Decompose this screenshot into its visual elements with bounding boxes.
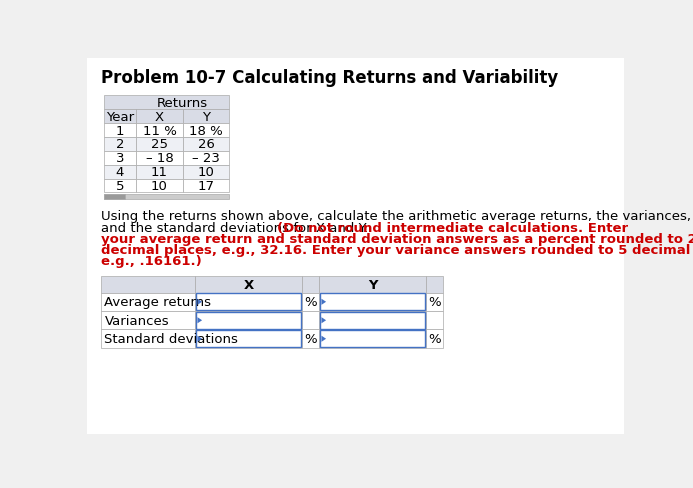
Text: Year: Year (106, 110, 134, 123)
Text: Standard deviations: Standard deviations (105, 332, 238, 346)
Bar (104, 152, 137, 165)
Bar (137, 124, 183, 138)
Bar (104, 179, 137, 193)
Text: Y: Y (368, 278, 378, 291)
Bar (302, 311, 319, 330)
Text: X: X (155, 110, 164, 123)
Text: Variances: Variances (105, 314, 169, 327)
Bar (100, 293, 195, 311)
Bar (104, 195, 125, 200)
Bar (196, 330, 301, 347)
Bar (302, 276, 319, 293)
Text: 4: 4 (116, 166, 124, 179)
Text: – 23: – 23 (192, 152, 220, 165)
Text: 1: 1 (116, 124, 124, 137)
Bar (104, 138, 137, 152)
Bar (426, 311, 443, 330)
Bar (195, 293, 302, 311)
Bar (137, 179, 183, 193)
Text: Using the returns shown above, calculate the arithmetic average returns, the var: Using the returns shown above, calculate… (100, 210, 691, 223)
Text: Returns: Returns (157, 97, 209, 110)
Text: (Do not round intermediate calculations. Enter: (Do not round intermediate calculations.… (277, 221, 629, 234)
Bar (319, 276, 426, 293)
Polygon shape (322, 299, 326, 305)
Text: 17: 17 (198, 180, 214, 193)
Bar (183, 179, 229, 193)
Bar (137, 165, 183, 179)
Bar (426, 276, 443, 293)
Text: 5: 5 (116, 180, 124, 193)
Polygon shape (322, 318, 326, 324)
Bar (319, 330, 426, 348)
Bar (426, 293, 443, 311)
Bar (104, 124, 137, 138)
Text: X: X (243, 278, 254, 291)
Text: 11: 11 (151, 166, 168, 179)
Text: 11 %: 11 % (143, 124, 177, 137)
Bar (320, 312, 426, 329)
Text: Problem 10-7 Calculating Returns and Variability: Problem 10-7 Calculating Returns and Var… (100, 68, 558, 86)
Text: %: % (304, 332, 317, 346)
Bar (183, 165, 229, 179)
Text: %: % (428, 332, 441, 346)
Text: Y: Y (202, 110, 210, 123)
Polygon shape (322, 336, 326, 342)
Text: 10: 10 (151, 180, 168, 193)
Bar (195, 311, 302, 330)
Text: 18 %: 18 % (189, 124, 223, 137)
Text: – 18: – 18 (146, 152, 173, 165)
Bar (104, 165, 137, 179)
Bar (183, 110, 229, 124)
Bar (183, 138, 229, 152)
Bar (196, 294, 301, 310)
Bar (104, 96, 229, 110)
Polygon shape (198, 299, 202, 305)
Bar (100, 311, 195, 330)
Bar (137, 138, 183, 152)
Polygon shape (198, 336, 202, 342)
Bar (137, 152, 183, 165)
Bar (320, 294, 426, 310)
Text: 26: 26 (198, 138, 214, 151)
Bar (302, 293, 319, 311)
Text: 25: 25 (151, 138, 168, 151)
Bar (104, 110, 137, 124)
Text: %: % (428, 296, 441, 308)
Bar (319, 293, 426, 311)
Text: decimal places, e.g., 32.16. Enter your variance answers rounded to 5 decimal pl: decimal places, e.g., 32.16. Enter your … (100, 244, 693, 256)
Bar (137, 110, 183, 124)
Bar (320, 330, 426, 347)
Text: 3: 3 (116, 152, 124, 165)
Bar (319, 311, 426, 330)
Text: 2: 2 (116, 138, 124, 151)
Text: Average returns: Average returns (105, 296, 211, 308)
Bar (302, 330, 319, 348)
Polygon shape (198, 318, 202, 324)
Bar (104, 195, 229, 200)
Text: e.g., .16161.): e.g., .16161.) (100, 255, 202, 267)
Bar (183, 152, 229, 165)
Bar (100, 330, 195, 348)
Bar (100, 276, 195, 293)
Bar (195, 330, 302, 348)
Bar (196, 312, 301, 329)
Text: 10: 10 (198, 166, 214, 179)
Bar (195, 276, 302, 293)
Text: and the standard deviations for X and Y.: and the standard deviations for X and Y. (100, 221, 372, 234)
Bar (183, 124, 229, 138)
Bar (426, 330, 443, 348)
Text: your average return and standard deviation answers as a percent rounded to 2: your average return and standard deviati… (100, 232, 693, 245)
Text: %: % (304, 296, 317, 308)
